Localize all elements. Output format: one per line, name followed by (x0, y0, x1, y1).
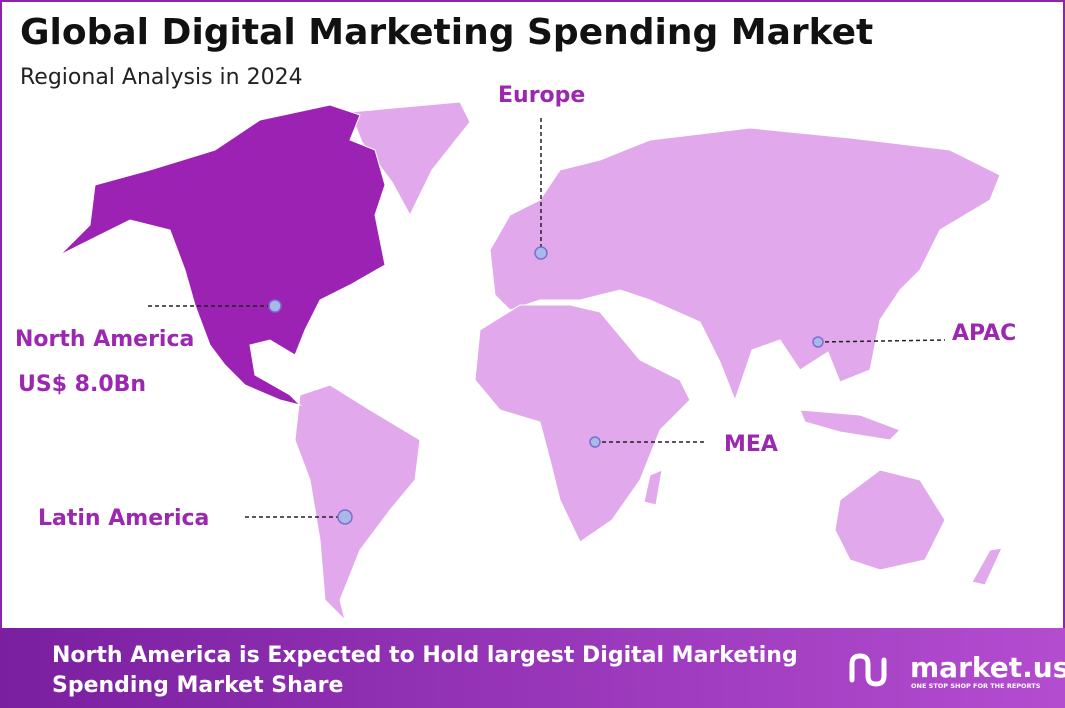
region-value: US$ 8.0Bn (18, 372, 146, 397)
callouts (148, 118, 946, 525)
south-america (294, 384, 421, 622)
region-label: Europe (498, 83, 585, 108)
new-zealand (971, 547, 1003, 586)
marker (812, 336, 824, 348)
region-label: North America (15, 327, 194, 352)
australia (834, 469, 946, 571)
africa (474, 304, 691, 543)
marker (268, 299, 282, 313)
region-label: Latin America (38, 506, 209, 531)
madagascar (643, 469, 663, 506)
logo-text: market.us (910, 651, 1065, 684)
indonesia (799, 409, 901, 441)
footer-bar (0, 628, 1065, 708)
marker (534, 246, 548, 260)
footer-text: North America is Expected to Hold larges… (52, 643, 798, 668)
north-america (59, 104, 386, 406)
logo-icon (849, 653, 887, 687)
marker (337, 509, 353, 525)
region-label: APAC (952, 321, 1016, 346)
logo: market.us ONE STOP SHOP FOR THE REPORTS (849, 651, 1065, 690)
leader-line (817, 339, 946, 343)
eurasia (489, 127, 1001, 402)
marker (589, 436, 601, 448)
world-map (59, 101, 1003, 622)
footer-text: Spending Market Share (52, 673, 343, 698)
title: Global Digital Marketing Spending Market (20, 12, 873, 53)
subtitle: Regional Analysis in 2024 (20, 65, 303, 90)
logo-tagline: ONE STOP SHOP FOR THE REPORTS (911, 682, 1041, 690)
region-label: MEA (724, 432, 778, 457)
